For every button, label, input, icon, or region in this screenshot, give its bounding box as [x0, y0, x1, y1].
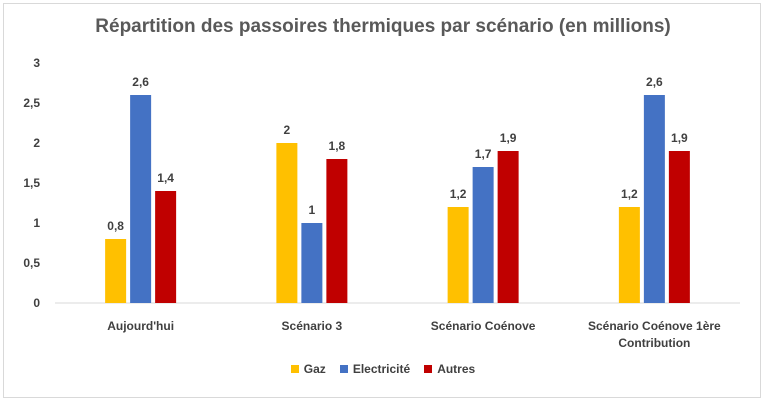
legend-swatch	[339, 365, 348, 373]
y-tick-label: 2	[33, 136, 40, 150]
bar-autres	[155, 191, 177, 303]
chart-title: Répartition des passoires thermiques par…	[95, 16, 671, 37]
bar-autres	[326, 159, 348, 303]
bar-electricité	[472, 167, 494, 303]
legend-label: Gaz	[303, 362, 326, 376]
bar-gaz	[618, 207, 640, 303]
data-label: 1,2	[621, 187, 638, 201]
legend-item: Autres	[424, 362, 475, 376]
legend-label: Electricité	[352, 362, 411, 376]
y-tick-label: 1	[33, 216, 40, 230]
bar-electricité	[301, 223, 323, 303]
y-tick-label: 0,5	[23, 256, 40, 270]
data-label: 2	[284, 123, 291, 137]
data-label: 2,6	[132, 75, 149, 89]
bar-autres	[668, 151, 690, 303]
x-tick-label: Scénario Coénove 1ère	[588, 319, 721, 333]
y-tick-label: 2,5	[23, 96, 40, 110]
data-label: 0,8	[107, 219, 124, 233]
x-tick-label: Scénario 3	[282, 319, 343, 333]
legend-swatch	[424, 365, 433, 373]
chart-frame	[3, 3, 761, 398]
x-tick-label: Scénario Coénove	[431, 319, 536, 333]
data-label: 1	[309, 203, 316, 217]
bar-electricité	[130, 95, 152, 303]
data-label: 1,8	[329, 139, 346, 153]
data-label: 1,4	[157, 171, 174, 185]
y-tick-label: 0	[33, 296, 40, 310]
data-label: 1,2	[450, 187, 467, 201]
legend-item: Electricité	[339, 362, 411, 376]
bar-gaz	[105, 239, 127, 303]
y-tick-label: 1,5	[23, 176, 40, 190]
chart-legend: Gaz Electricité Autres	[0, 362, 766, 376]
legend-label: Autres	[437, 362, 476, 376]
data-label: 2,6	[646, 75, 663, 89]
x-tick-label: Contribution	[618, 336, 690, 350]
bar-gaz	[447, 207, 469, 303]
data-label: 1,9	[671, 131, 688, 145]
data-label: 1,7	[475, 147, 492, 161]
bar-gaz	[276, 143, 298, 303]
legend-swatch	[290, 365, 299, 373]
bar-autres	[497, 151, 519, 303]
x-tick-label: Aujourd'hui	[107, 319, 174, 333]
legend-item: Gaz	[290, 362, 326, 376]
bar-electricité	[643, 95, 665, 303]
y-tick-label: 3	[33, 56, 40, 70]
data-label: 1,9	[500, 131, 517, 145]
